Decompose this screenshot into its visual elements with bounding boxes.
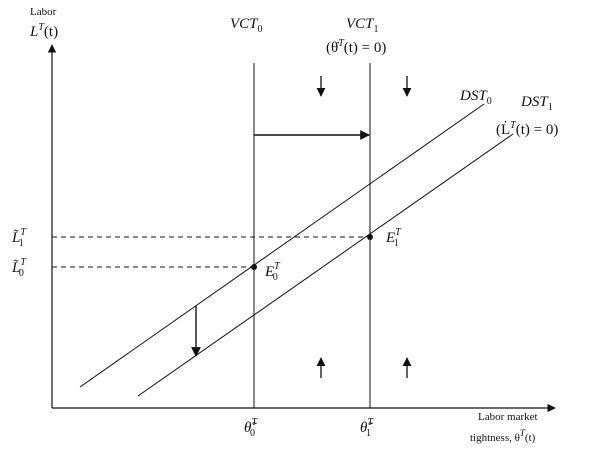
y-tick-l0: L̃T 0 bbox=[11, 257, 27, 279]
equilibrium-label-e1: ET 1 bbox=[385, 227, 402, 249]
dst1-label: DST1 bbox=[520, 94, 553, 113]
x-tick-theta1: θ̃T 1 bbox=[360, 417, 374, 439]
dst1-line bbox=[137, 133, 514, 397]
dst0-label: DST0 bbox=[459, 88, 492, 107]
x-axis-title-line1: Labor market bbox=[478, 411, 538, 423]
y-tick-l1: L̃T 1 bbox=[11, 227, 27, 249]
equilibrium-point-e1 bbox=[367, 234, 373, 240]
x-axis-title-line2: tightness, θT(t) bbox=[470, 428, 536, 444]
vct1-label: VCT1 bbox=[346, 16, 379, 35]
vct0-label: VCT0 bbox=[230, 16, 263, 35]
equilibrium-point-e0 bbox=[251, 264, 257, 270]
y-axis-title-line1: Labor bbox=[30, 6, 57, 18]
equilibrium-label-e0: ET 0 bbox=[264, 261, 281, 283]
dst1-condition: (L̇T(t) = 0) bbox=[496, 120, 558, 138]
y-axis-title-line2: LT(t) bbox=[29, 22, 58, 40]
dst0-line bbox=[79, 103, 485, 388]
vct1-condition: (θ̇T(t) = 0) bbox=[326, 38, 386, 56]
x-tick-theta0: θ̃T 0 bbox=[244, 417, 258, 439]
